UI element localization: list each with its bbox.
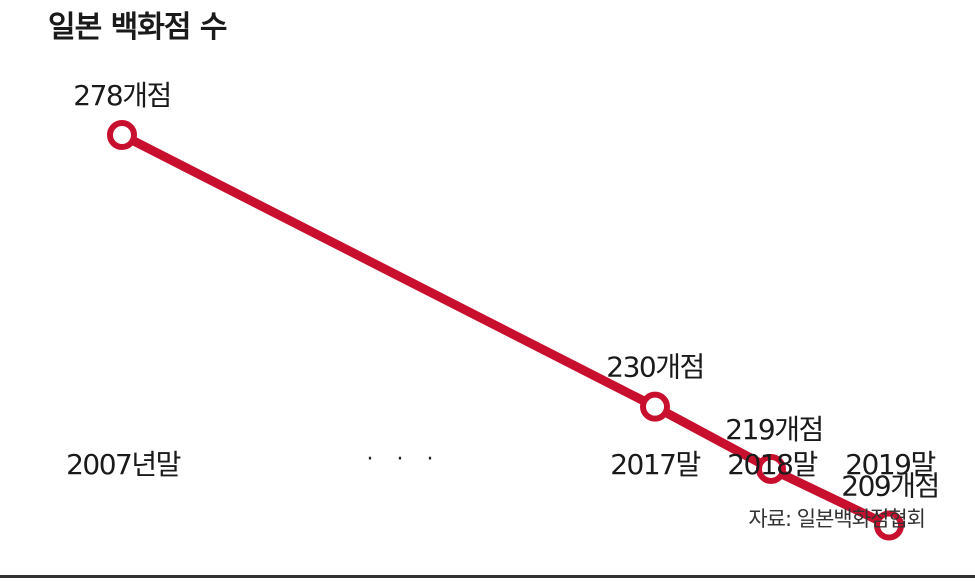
- data-label-3: 219개점: [725, 413, 822, 446]
- chart-title: 일본 백화점 수: [48, 10, 227, 45]
- x-tick-label-1: 2007년말: [66, 448, 181, 481]
- data-label-2: 230개점: [606, 351, 703, 384]
- data-point-3: [756, 453, 786, 484]
- source-note: 자료: 일본백화점협회: [748, 507, 926, 531]
- data-label-4: 209개점: [841, 470, 938, 503]
- data-point-1: [107, 120, 137, 150]
- data-point-4: [874, 510, 904, 541]
- x-tick-label-2: 2017말: [610, 448, 700, 481]
- x-tick-label-3: 2018말: [727, 448, 817, 481]
- axis-break-marker: · · ·: [367, 447, 442, 472]
- series-line: [117, 130, 894, 531]
- data-label-1: 278개점: [73, 79, 170, 112]
- bottom-divider: [0, 575, 975, 578]
- x-tick-label-4: 2019말: [845, 448, 935, 481]
- data-point-2: [640, 391, 670, 422]
